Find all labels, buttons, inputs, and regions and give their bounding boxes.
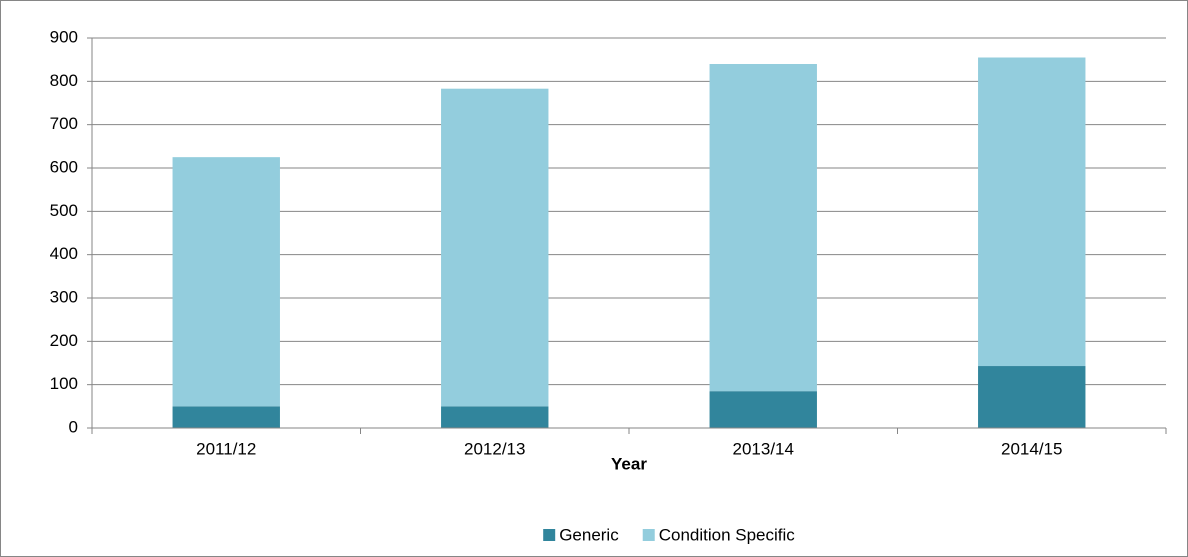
x-tick-label: 2011/12 xyxy=(196,439,256,458)
legend-label: Generic xyxy=(559,525,619,544)
y-tick-label: 200 xyxy=(50,331,78,350)
bar-segment xyxy=(978,366,1086,428)
bar-segment xyxy=(172,406,280,428)
y-tick-label: 0 xyxy=(69,417,78,436)
x-tick-label: 2014/15 xyxy=(1001,439,1062,458)
y-tick-label: 600 xyxy=(50,157,78,176)
legend-swatch xyxy=(642,529,655,541)
bar-segment xyxy=(172,157,280,407)
y-tick-label: 900 xyxy=(50,27,78,46)
legend-swatch xyxy=(543,529,556,541)
x-axis-title: Year xyxy=(611,454,647,473)
y-tick-label: 300 xyxy=(50,287,78,306)
bar-segment xyxy=(441,406,549,428)
bar-segment xyxy=(709,64,817,392)
x-tick-label: 2012/13 xyxy=(464,439,525,458)
bar-segment xyxy=(978,57,1086,367)
x-tick-label: 2013/14 xyxy=(733,439,794,458)
bar-segment xyxy=(441,88,549,407)
legend-label: Condition Specific xyxy=(659,525,796,544)
bar-segment xyxy=(709,391,817,428)
y-tick-label: 700 xyxy=(50,114,78,133)
y-tick-label: 500 xyxy=(50,201,78,220)
y-tick-label: 800 xyxy=(50,71,78,90)
y-tick-label: 100 xyxy=(50,374,78,393)
y-tick-label: 400 xyxy=(50,244,78,263)
